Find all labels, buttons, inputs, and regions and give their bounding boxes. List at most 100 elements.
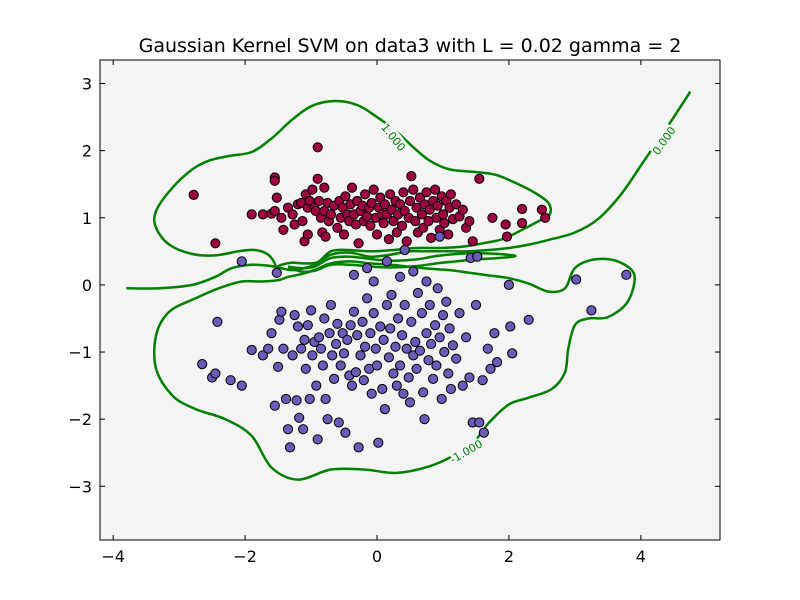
contour-label-bg	[378, 120, 409, 155]
data-point-class-neg	[503, 279, 514, 290]
data-point-class-pos	[297, 216, 308, 227]
data-point-class-neg	[423, 355, 434, 366]
data-point-class-neg	[360, 341, 371, 352]
data-point-class-neg	[428, 373, 439, 384]
data-point-class-pos	[278, 224, 289, 235]
data-point-class-pos	[346, 182, 358, 193]
data-point-class-neg	[441, 296, 452, 307]
data-point-class-neg	[431, 360, 442, 371]
data-point-class-neg	[298, 424, 309, 435]
data-point-class-pos	[385, 189, 396, 200]
data-point-class-neg	[325, 299, 336, 311]
data-point-class-neg	[271, 267, 282, 278]
data-point-class-neg	[457, 380, 468, 391]
data-point-class-neg	[437, 310, 449, 321]
data-point-class-neg	[333, 417, 344, 428]
data-point-class-neg	[353, 442, 364, 453]
data-point-class-pos	[269, 205, 280, 217]
data-point-class-neg	[197, 359, 208, 370]
data-point-class-neg	[381, 256, 392, 267]
data-point-class-neg	[368, 276, 379, 287]
data-point-class-pos	[418, 222, 429, 233]
data-point-class-neg	[357, 316, 368, 327]
data-point-class-pos	[451, 199, 462, 210]
data-point-class-neg	[393, 313, 404, 324]
data-point-class-neg	[373, 437, 384, 448]
data-point-class-neg	[443, 368, 454, 379]
data-point-class-neg	[346, 380, 358, 391]
data-point-class-pos	[269, 175, 280, 186]
data-point-class-pos	[432, 200, 443, 211]
contour-label-bg	[448, 437, 484, 466]
data-point-class-neg	[269, 400, 280, 411]
data-point-class-neg	[621, 269, 632, 280]
data-point-class-neg	[379, 404, 390, 415]
data-point-class-neg	[430, 320, 441, 331]
data-point-class-neg	[461, 332, 472, 343]
data-point-class-neg	[335, 360, 346, 371]
data-point-class-neg	[362, 293, 373, 304]
data-point-class-pos	[362, 211, 373, 222]
data-point-class-neg	[300, 363, 311, 374]
data-point-class-neg	[348, 306, 359, 317]
data-point-class-pos	[312, 142, 323, 153]
data-point-class-neg	[299, 334, 310, 345]
data-point-class-neg	[355, 350, 366, 361]
data-point-class-neg	[331, 338, 342, 350]
data-point-class-neg	[412, 287, 423, 299]
data-point-class-neg	[399, 299, 410, 311]
data-point-class-neg	[302, 320, 313, 331]
data-point-class-pos	[312, 173, 323, 184]
data-point-class-pos	[487, 212, 498, 223]
data-point-class-neg	[398, 388, 409, 399]
data-point-class-neg	[377, 383, 388, 395]
data-point-class-neg	[338, 348, 350, 359]
data-point-class-neg	[324, 328, 335, 339]
data-point-class-pos	[302, 229, 313, 240]
data-point-class-neg	[419, 414, 430, 425]
data-point-class-neg	[447, 340, 458, 351]
data-point-class-neg	[451, 353, 462, 364]
data-point-class-neg	[444, 323, 455, 334]
data-point-class-pos	[421, 187, 432, 198]
data-point-class-neg	[257, 350, 268, 361]
data-point-class-neg	[571, 274, 582, 285]
data-point-class-neg	[507, 348, 518, 359]
data-point-class-neg	[312, 434, 323, 445]
axis-layer: −4 −2 0 2 4 −3 −2 −1 0 1 2 3	[68, 60, 720, 566]
data-point-class-pos	[401, 236, 412, 247]
data-point-class-neg	[289, 310, 300, 321]
y-tick-label: 1	[82, 209, 92, 228]
data-point-class-neg	[375, 321, 386, 332]
data-point-class-pos	[406, 171, 417, 182]
data-point-class-neg	[263, 343, 274, 354]
data-point-class-neg	[278, 343, 289, 354]
data-point-class-neg	[342, 334, 353, 345]
x-tick-label: 4	[636, 547, 646, 566]
data-point-class-neg	[348, 269, 359, 280]
data-point-class-neg	[424, 299, 435, 311]
data-point-class-neg	[403, 372, 414, 383]
data-point-class-pos	[443, 229, 454, 240]
data-point-class-neg	[287, 350, 298, 361]
y-tick-label: 2	[82, 142, 92, 161]
data-point-class-neg	[327, 350, 338, 361]
data-point-class-pos	[353, 238, 364, 249]
data-point-class-pos	[379, 199, 390, 210]
data-point-class-neg	[315, 343, 327, 354]
data-point-class-pos	[319, 182, 330, 193]
data-point-class-pos	[424, 204, 435, 215]
data-point-class-neg	[225, 375, 236, 386]
data-point-class-pos	[383, 234, 394, 245]
data-point-class-neg	[371, 360, 383, 371]
data-point-class-neg	[212, 316, 223, 327]
data-point-class-neg	[439, 346, 450, 358]
data-point-class-pos	[368, 184, 379, 195]
data-point-class-neg	[282, 424, 294, 435]
data-point-class-neg	[386, 289, 397, 301]
data-point-class-neg	[421, 328, 432, 339]
data-point-class-neg	[470, 299, 482, 311]
data-point-class-neg	[378, 334, 389, 345]
data-point-class-neg	[397, 330, 408, 341]
x-tick-label: 2	[504, 547, 514, 566]
